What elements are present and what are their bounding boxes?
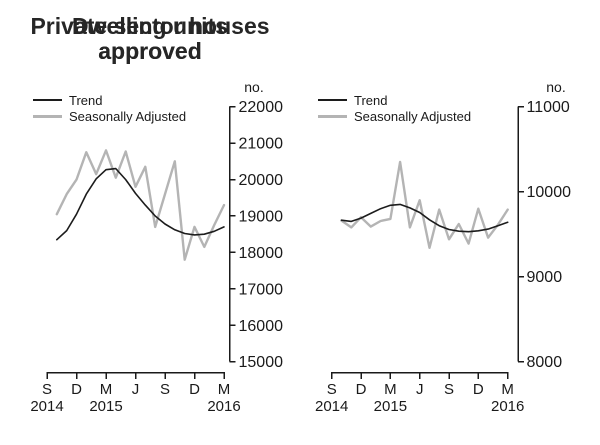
legend-row-trend: Trend xyxy=(33,92,186,108)
y-tick-label: 8000 xyxy=(527,354,563,371)
year-label: 2014 xyxy=(30,398,63,415)
x-tick-label: D xyxy=(356,381,367,398)
y-tick-label: 11000 xyxy=(527,99,570,116)
x-tick-label: S xyxy=(160,381,170,398)
y-tick-label: 16000 xyxy=(239,318,284,335)
dwelling-units-chart: 15000 16000 17000 18000 19000 20000 21000 22000… xyxy=(30,99,284,415)
year-label: 2016 xyxy=(491,398,524,415)
legend-row-seasonally-adjusted: Seasonally Adjusted xyxy=(318,108,471,124)
x-tick-label: S xyxy=(444,381,454,398)
x-tick-label: S xyxy=(327,381,337,398)
x-tick-label: J xyxy=(416,381,424,398)
x-tick-label: D xyxy=(71,381,82,398)
y-tick-label: 18000 xyxy=(239,245,284,262)
y-tick-label: 20000 xyxy=(239,172,284,189)
trend-line xyxy=(340,203,509,233)
y-tick-label: 19000 xyxy=(239,208,284,225)
x-tick-label: M xyxy=(501,381,514,398)
seasonally-adjusted-line xyxy=(340,160,509,250)
x-tick-label: D xyxy=(189,381,200,398)
y-tick-label: 10000 xyxy=(527,184,572,201)
trend-line xyxy=(55,167,225,241)
title-line-1: Dwelling units xyxy=(72,13,228,39)
legend-row-seasonally-adjusted: Seasonally Adjusted xyxy=(33,108,186,124)
seasonally-adjusted-line-sample xyxy=(318,114,347,118)
x-tick-label: S xyxy=(42,381,52,398)
x-tick-label: M xyxy=(218,381,231,398)
x-tick-label: M xyxy=(384,381,397,398)
legend-dwelling-units: Trend Seasonally Adjusted xyxy=(33,92,186,124)
y-tick-label: 15000 xyxy=(239,354,284,371)
year-label: 2014 xyxy=(315,398,348,415)
y-tick-label: 22000 xyxy=(239,99,284,116)
year-label: 2015 xyxy=(89,398,122,415)
trend-line-sample xyxy=(33,99,62,101)
year-label: 2015 xyxy=(374,398,407,415)
y-tick-label: 21000 xyxy=(239,136,284,153)
x-tick-label: J xyxy=(132,381,140,398)
legend-label-trend: Trend xyxy=(354,92,388,108)
x-tick-label: M xyxy=(100,381,113,398)
x-tick-label: D xyxy=(473,381,484,398)
title-line-2: approved xyxy=(98,38,202,64)
legend-label-trend: Trend xyxy=(69,92,103,108)
legend-row-trend: Trend xyxy=(318,92,471,108)
y-tick-label: 17000 xyxy=(239,281,284,298)
legend-private-sector-houses: Trend Seasonally Adjusted xyxy=(318,92,471,124)
title-line-1: Private sector houses xyxy=(30,13,270,39)
trend-line-sample xyxy=(318,99,347,101)
chart-title-dwelling-units: Dwelling units approved xyxy=(0,14,300,64)
seasonally-adjusted-line xyxy=(55,149,226,261)
y-axis-unit-label: no. xyxy=(244,79,264,95)
seasonally-adjusted-line-sample xyxy=(33,114,62,118)
chart-title-private-sector-houses: Private sector houses approved xyxy=(0,14,300,64)
title-line-2: approved xyxy=(98,38,202,64)
year-label: 2016 xyxy=(207,398,240,415)
legend-label-seasonally-adjusted: Seasonally Adjusted xyxy=(354,108,472,124)
legend-label-seasonally-adjusted: Seasonally Adjusted xyxy=(69,108,187,124)
y-axis-unit-label: no. xyxy=(546,79,566,95)
y-tick-label: 9000 xyxy=(527,269,563,286)
